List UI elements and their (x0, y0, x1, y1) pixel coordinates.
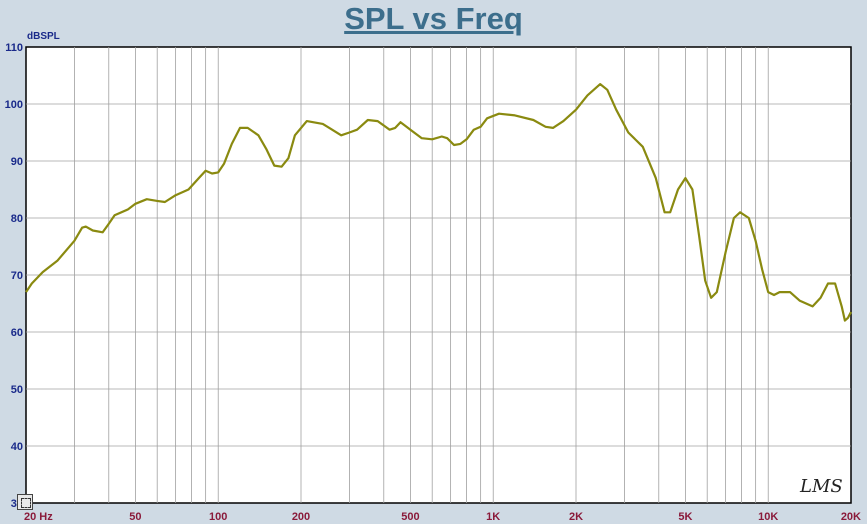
x-tick-label: 100 (209, 511, 227, 523)
x-tick-label: 10K (758, 511, 778, 523)
chart-title: SPL vs Freq (344, 1, 523, 36)
y-tick-label: 40 (11, 441, 23, 453)
y-axis-label: dBSPL (27, 31, 60, 42)
grid-lines (26, 47, 851, 503)
x-tick-label: 200 (292, 511, 310, 523)
spl-series-line (25, 82, 852, 322)
series-group (25, 82, 852, 322)
x-tick-label: 1K (486, 511, 500, 523)
y-tick-label: 110 (5, 42, 23, 54)
x-tick-labels: 20 Hz 50 100 200 500 1K 2K 5K 10K 20K (24, 511, 861, 523)
y-tick-labels: 30405060708090100110 (5, 42, 23, 510)
x-tick-label: 2K (569, 511, 583, 523)
lms-watermark: LMS (800, 476, 843, 497)
y-tick-label: 50 (11, 384, 23, 396)
y-tick-label: 100 (5, 99, 23, 111)
y-tick-label: 90 (11, 156, 23, 168)
select-corner-icon[interactable] (17, 494, 33, 510)
y-tick-label: 70 (11, 270, 23, 282)
y-tick-label: 80 (11, 213, 23, 225)
x-tick-label: 20 Hz (24, 511, 53, 523)
x-tick-label: 500 (401, 511, 419, 523)
y-tick-label: 60 (11, 327, 23, 339)
x-tick-label: 50 (129, 511, 141, 523)
x-tick-label: 5K (678, 511, 692, 523)
x-tick-label: 20K (841, 511, 861, 523)
